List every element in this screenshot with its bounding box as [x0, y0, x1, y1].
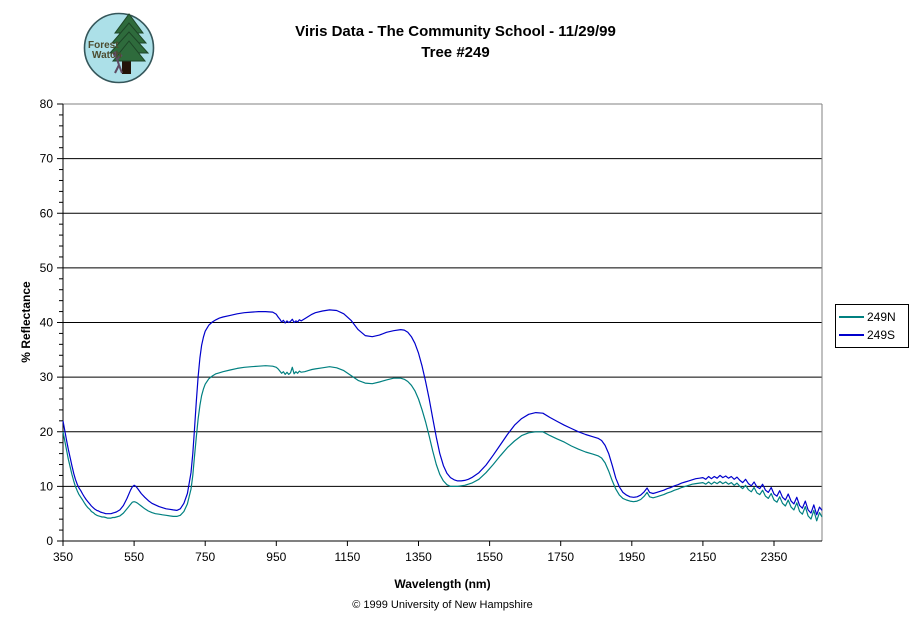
x-axis-title: Wavelength (nm) [394, 577, 491, 591]
forest-watch-logo: Forest Watch [83, 12, 155, 84]
y-tick-label-10: 10 [40, 479, 54, 493]
x-tick-label-1950: 1950 [618, 550, 645, 564]
y-tick-label-40: 40 [40, 316, 54, 330]
y-tick-label-30: 30 [40, 370, 54, 384]
legend-label-249n: 249N [867, 310, 896, 324]
x-tick-label-1150: 1150 [334, 550, 360, 564]
legend-line-249s-icon [839, 334, 864, 336]
x-tick-label-750: 750 [195, 550, 215, 564]
legend-label-249s: 249S [867, 328, 896, 342]
x-tick-label-550: 550 [124, 550, 144, 564]
legend-entry-249s: 249S [839, 328, 905, 342]
series-line-249N [62, 365, 823, 522]
legend: 249N 249S [835, 304, 909, 348]
y-axis-title: % Reflectance [19, 281, 33, 363]
legend-line-249n-icon [839, 316, 864, 318]
chart-title-line1: Viris Data - The Community School - 11/2… [295, 23, 616, 40]
x-tick-label-2350: 2350 [761, 550, 788, 564]
x-tick-label-1550: 1550 [476, 550, 503, 564]
y-tick-label-70: 70 [40, 152, 54, 166]
y-tick-label-20: 20 [40, 425, 54, 439]
logo-text-forest: Forest [88, 40, 119, 51]
x-tick-label-2150: 2150 [690, 550, 717, 564]
y-tick-label-50: 50 [40, 261, 54, 275]
x-tick-label-1350: 1350 [405, 550, 432, 564]
y-tick-label-0: 0 [46, 534, 53, 548]
x-tick-label-950: 950 [266, 550, 286, 564]
x-tick-label-350: 350 [53, 550, 73, 564]
legend-entry-249n: 249N [839, 310, 905, 324]
y-tick-label-60: 60 [40, 206, 54, 220]
series-line-249S [62, 309, 823, 516]
y-tick-label-80: 80 [40, 97, 54, 111]
x-tick-label-1750: 1750 [547, 550, 574, 564]
person-icon [112, 51, 123, 74]
logo-text-watch: Watch [92, 50, 122, 61]
copyright-text: © 1999 University of New Hampshire [352, 599, 533, 611]
chart-title: Viris Data - The Community School - 11/2… [0, 21, 911, 63]
chart-title-line2: Tree #249 [421, 44, 490, 61]
